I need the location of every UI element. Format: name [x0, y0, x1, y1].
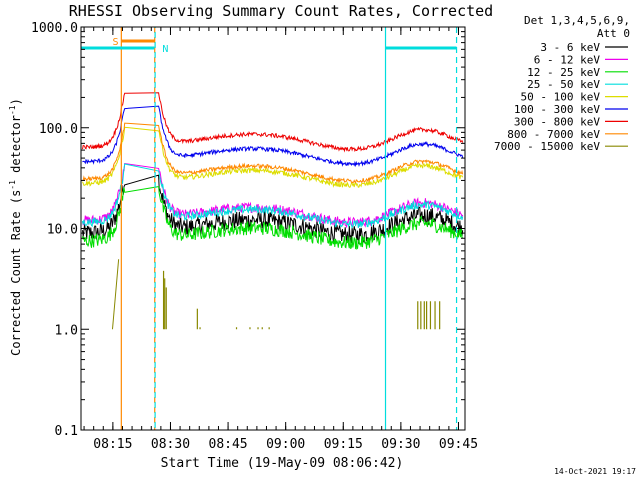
series-line	[82, 163, 464, 229]
legend-det: Det 1,3,4,5,6,9,	[524, 14, 630, 27]
y-label-exp2: -1	[8, 105, 17, 115]
y-label-exp1: -1	[8, 180, 17, 190]
spike-mark	[111, 259, 120, 330]
x-tick-label: 08:45	[209, 437, 248, 452]
y-label-end: )	[9, 98, 23, 105]
y-tick-label: 100.0	[39, 122, 78, 137]
night-flag-label: N	[162, 44, 168, 55]
legend-label-2: 12 - 25 keV	[527, 66, 600, 79]
series-6	[82, 92, 464, 153]
chart-title: RHESSI Observing Summary Count Rates, Co…	[69, 2, 493, 20]
series-line	[82, 105, 464, 168]
series-2	[82, 186, 463, 250]
y-tick-label: 1.0	[55, 323, 78, 338]
series-3	[82, 163, 464, 229]
series-line	[82, 186, 463, 250]
series-7	[82, 122, 464, 184]
x-tick-label: 08:15	[93, 437, 132, 452]
legend-label-4: 50 - 100 keV	[521, 91, 601, 104]
x-tick-label: 09:30	[381, 437, 420, 452]
y-tick-label: 10.0	[47, 223, 78, 238]
legend-label-0: 3 - 6 keV	[540, 41, 600, 54]
saa-flag-label: S	[112, 37, 118, 48]
y-axis-label: Corrected Count Rate (s-1 detector-1)	[8, 98, 23, 356]
series-line	[82, 122, 464, 184]
plot-area: SN	[81, 27, 464, 430]
x-tick-label: 09:15	[324, 437, 363, 452]
x-tick-label: 08:30	[151, 437, 190, 452]
legend-label-1: 6 - 12 keV	[534, 53, 601, 66]
legend-label-5: 100 - 300 keV	[514, 103, 600, 116]
x-axis-label: Start Time (19-May-09 08:06:42)	[161, 456, 404, 471]
series-line	[82, 163, 464, 229]
series-4	[82, 126, 464, 188]
y-tick-label: 1000.0	[31, 21, 78, 36]
series-line	[82, 126, 464, 188]
y-tick-label: 0.1	[55, 424, 78, 439]
legend-att: Att 0	[597, 27, 630, 40]
series-8	[111, 259, 441, 330]
x-tick-label: 09:45	[439, 437, 478, 452]
footer-timestamp: 14-Oct-2021 19:17	[554, 467, 636, 476]
legend-label-6: 300 - 800 keV	[514, 115, 600, 128]
series-1	[82, 163, 464, 229]
series-5	[82, 105, 464, 168]
legend-label-8: 7000 - 15000 keV	[494, 140, 600, 153]
x-tick-label: 09:00	[266, 437, 305, 452]
series-line	[82, 92, 464, 153]
y-label-main: Corrected Count Rate (s	[9, 190, 23, 356]
axes: 1000.0 100.0 10.0 1.0 0.1 08:15 08:30 08:45 09:0…	[31, 21, 478, 452]
legend-label-7: 800 - 7000 keV	[507, 128, 600, 141]
legend-header: Det 1,3,4,5,6,9, Att 0	[524, 14, 630, 40]
y-label-mid: detector	[9, 115, 23, 180]
legend-label-3: 25 - 50 keV	[527, 78, 600, 91]
